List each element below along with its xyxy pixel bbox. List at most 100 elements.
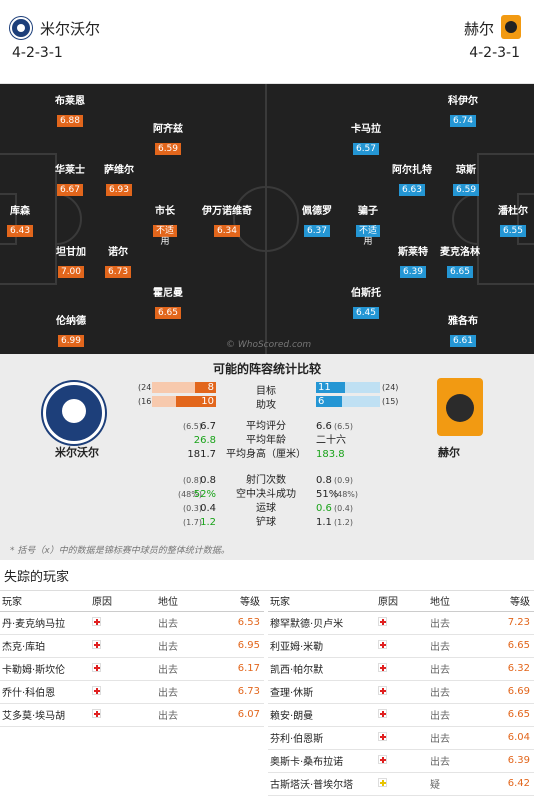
away-tournament-value: (48%) — [334, 490, 359, 499]
home-player-2[interactable]: 阿齐兹 6.59 — [153, 124, 183, 155]
injury-icon — [378, 639, 387, 649]
player-name[interactable]: 凯西·帕尔默 — [268, 657, 378, 681]
table-row[interactable]: 杰克·库珀 出去 6.95 — [0, 634, 264, 658]
reason-cell — [378, 772, 430, 796]
player-name: 华莱士 — [55, 165, 85, 176]
player-name[interactable]: 芬利·伯恩斯 — [268, 726, 378, 750]
away-team-total: (24) — [382, 383, 399, 392]
stat-label: 运球 — [256, 503, 276, 514]
home-player-4[interactable]: 萨维尔 6.93 — [104, 165, 134, 196]
away-value: 51% — [316, 489, 339, 500]
away-player-9[interactable]: 麦克洛林 6.65 — [440, 247, 480, 278]
home-team-total: (16) — [138, 397, 155, 406]
reason-cell — [378, 749, 430, 773]
home-player-6[interactable]: 市长 不适 用 — [153, 206, 178, 248]
player-rating: 不适 — [356, 225, 381, 237]
player-name[interactable]: 艾多莫·埃马胡 — [0, 703, 92, 727]
injury-icon — [378, 685, 387, 695]
stat-row: (0.8) 0.8 射门次数 0.8 (0.9) — [0, 474, 534, 487]
table-row[interactable]: 卡勒姆·斯坎伦 出去 6.17 — [0, 657, 264, 681]
away-bar-value: 11 — [318, 382, 331, 393]
injury-icon — [92, 708, 101, 718]
player-name: 科伊尔 — [448, 96, 478, 107]
table-row[interactable]: 赖安·朗曼 出去 6.65 — [268, 703, 534, 727]
player-name: 潘杜尔 — [498, 206, 528, 217]
stat-label: 目标 — [256, 386, 276, 397]
away-player-7[interactable]: 潘杜尔 6.55 — [498, 206, 528, 237]
player-name[interactable]: 赖安·朗曼 — [268, 703, 378, 727]
player-rating: 6.65 — [446, 266, 474, 278]
home-tournament-value: (1.7) — [183, 518, 202, 527]
stat-row: (48%) 52% 空中决斗成功 51% (48%) — [0, 488, 534, 501]
home-player-10[interactable]: 霍尼曼 6.65 — [153, 288, 183, 319]
player-name[interactable]: 穆罕默德·贝卢米 — [268, 611, 378, 635]
col-player: 玩家 — [268, 591, 378, 612]
away-team-name[interactable]: 赫尔 — [463, 20, 494, 38]
home-player-1[interactable]: 布莱恩 6.88 — [55, 96, 85, 127]
home-value: 52% — [193, 489, 216, 500]
table-row[interactable]: 乔什·科伯恩 出去 6.73 — [0, 680, 264, 704]
table-row[interactable]: 利亚姆·米勒 出去 6.65 — [268, 634, 534, 658]
home-player-9[interactable]: 诺尔 6.73 — [105, 247, 132, 278]
home-player-8[interactable]: 坦甘加 7.00 — [56, 247, 86, 278]
injury-icon — [378, 616, 387, 626]
table-row[interactable]: 丹·麦克纳马拉 出去 6.53 — [0, 611, 264, 635]
col-status: 地位 — [158, 591, 226, 612]
player-name: 琼斯 — [456, 165, 477, 176]
table-row[interactable]: 芬利·伯恩斯 出去 6.04 — [268, 726, 534, 750]
table-row[interactable]: 查理·休斯 出去 6.69 — [268, 680, 534, 704]
rating-cell: 6.07 — [226, 703, 264, 727]
away-player-3[interactable]: 阿尔扎特 6.63 — [392, 165, 432, 196]
table-row[interactable]: 艾多莫·埃马胡 出去 6.07 — [0, 703, 264, 727]
away-player-10[interactable]: 伯斯托 6.45 — [351, 288, 381, 319]
stat-label: 射门次数 — [246, 475, 286, 486]
injury-icon — [378, 662, 387, 672]
away-player-11[interactable]: 雅各布 6.61 — [448, 316, 478, 347]
table-row[interactable]: 古斯塔沃·普埃尔塔 疑 6.42 — [268, 772, 534, 796]
away-team-label[interactable]: 赫尔 — [438, 446, 460, 459]
away-player-2[interactable]: 卡马拉 6.57 — [351, 124, 381, 155]
injury-icon — [92, 616, 101, 626]
home-bar-value: 10 — [201, 396, 214, 407]
home-missing-table: 玩家 原因 地位 等级 丹·麦克纳马拉 出去 6.53 杰克·库珀 出去 6.95 卡勒姆·… — [0, 591, 264, 727]
home-team-label[interactable]: 米尔沃尔 — [55, 446, 99, 459]
table-row[interactable]: 奥斯卡·桑布拉诺 出去 6.39 — [268, 749, 534, 773]
player-name[interactable]: 乔什·科伯恩 — [0, 680, 92, 704]
home-player-3[interactable]: 华莱士 6.67 — [55, 165, 85, 196]
away-value: 6.6 — [316, 421, 332, 432]
player-name[interactable]: 丹·麦克纳马拉 — [0, 611, 92, 635]
reason-cell — [378, 703, 430, 727]
home-team-name[interactable]: 米尔沃尔 — [40, 20, 101, 38]
player-rating: 6.34 — [213, 225, 241, 237]
away-player-6[interactable]: 骗子 不适 用 — [356, 206, 381, 248]
reason-cell — [378, 680, 430, 704]
away-player-8[interactable]: 斯莱特 6.39 — [398, 247, 428, 278]
millwall-crest-large-icon — [43, 382, 105, 444]
injury-icon — [378, 708, 387, 718]
home-tournament-value: (6.5) — [183, 422, 202, 431]
player-rating: 6.57 — [352, 143, 380, 155]
player-name: 卡马拉 — [351, 124, 381, 135]
player-name: 伦纳德 — [56, 316, 86, 327]
player-name[interactable]: 古斯塔沃·普埃尔塔 — [268, 772, 378, 796]
table-row[interactable]: 穆罕默德·贝卢米 出去 7.23 — [268, 611, 534, 635]
reason-cell — [92, 680, 158, 704]
hull-crest-large-icon — [437, 378, 483, 436]
home-player-5[interactable]: 库森 6.43 — [7, 206, 34, 237]
home-player-7[interactable]: 伊万诺维奇 6.34 — [202, 206, 252, 237]
away-player-5[interactable]: 佩德罗 6.37 — [302, 206, 332, 237]
player-name[interactable]: 卡勒姆·斯坎伦 — [0, 657, 92, 681]
player-name[interactable]: 利亚姆·米勒 — [268, 634, 378, 658]
player-name[interactable]: 杰克·库珀 — [0, 634, 92, 658]
away-value: 0.8 — [316, 475, 332, 486]
away-player-1[interactable]: 科伊尔 6.74 — [448, 96, 478, 127]
player-name[interactable]: 查理·休斯 — [268, 680, 378, 704]
home-player-11[interactable]: 伦纳德 6.99 — [56, 316, 86, 347]
rating-cell: 6.17 — [226, 657, 264, 681]
home-tournament-value: (0.3) — [183, 504, 202, 513]
player-name[interactable]: 奥斯卡·桑布拉诺 — [268, 749, 378, 773]
injury-icon — [92, 662, 101, 672]
table-row[interactable]: 凯西·帕尔默 出去 6.32 — [268, 657, 534, 681]
away-player-4[interactable]: 琼斯 6.59 — [453, 165, 480, 196]
player-name: 霍尼曼 — [153, 288, 183, 299]
